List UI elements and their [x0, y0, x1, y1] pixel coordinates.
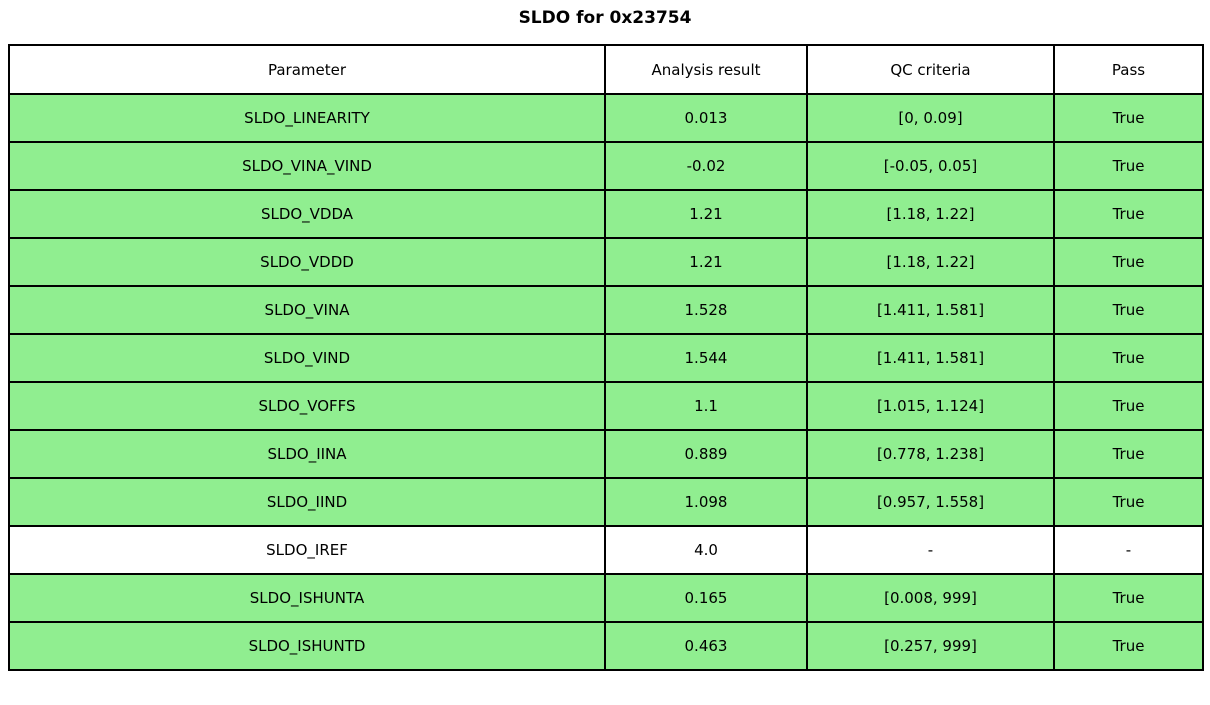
qc-criteria-cell: [0, 0.09]: [806, 93, 1055, 143]
table-row: SLDO_IINA 0.889 [0.778, 1.238] True: [8, 429, 1204, 479]
header-row: Parameter Analysis result QC criteria Pa…: [8, 44, 1204, 95]
table-body: SLDO_LINEARITY 0.013 [0, 0.09] True SLDO_VIN…: [8, 93, 1204, 671]
table-row: SLDO_ISHUNTA 0.165 [0.008, 999] True: [8, 573, 1204, 623]
analysis-result-cell: 0.889: [604, 429, 808, 479]
column-header-parameter: Parameter: [8, 44, 606, 95]
table-header: Parameter Analysis result QC criteria Pa…: [8, 44, 1204, 95]
parameter-cell: SLDO_ISHUNTA: [8, 573, 606, 623]
parameter-cell: SLDO_VINA: [8, 285, 606, 335]
parameter-cell: SLDO_LINEARITY: [8, 93, 606, 143]
table-row: SLDO_IREF 4.0- -: [8, 525, 1204, 575]
parameter-cell: SLDO_IINA: [8, 429, 606, 479]
table-row: SLDO_VINA_VIND -0.02 [-0.05, 0.05] True: [8, 141, 1204, 191]
pass-cell: True: [1053, 333, 1204, 383]
qc-results-table: Parameter Analysis result QC criteria Pa…: [8, 44, 1204, 671]
analysis-result-cell: -0.02: [604, 141, 808, 191]
analysis-result-cell: 1.098: [604, 477, 808, 527]
pass-cell: True: [1053, 285, 1204, 335]
parameter-cell: SLDO_VOFFS: [8, 381, 606, 431]
pass-cell: True: [1053, 573, 1204, 623]
analysis-result-cell: 1.21: [604, 237, 808, 287]
analysis-result-cell: 4.0: [604, 525, 808, 575]
table-row: SLDO_LINEARITY 0.013 [0, 0.09] True: [8, 93, 1204, 143]
qc-criteria-cell: [0.008, 999]: [806, 573, 1055, 623]
qc-criteria-cell: [1.411, 1.581]: [806, 333, 1055, 383]
qc-criteria-cell: [1.015, 1.124]: [806, 381, 1055, 431]
analysis-result-cell: 0.463: [604, 621, 808, 671]
qc-criteria-cell: [-0.05, 0.05]: [806, 141, 1055, 191]
analysis-result-cell: 1.528: [604, 285, 808, 335]
pass-cell: True: [1053, 477, 1204, 527]
pass-cell: True: [1053, 141, 1204, 191]
pass-cell: True: [1053, 621, 1204, 671]
analysis-result-cell: 1.21: [604, 189, 808, 239]
analysis-result-cell: 0.013: [604, 93, 808, 143]
table-row: SLDO_VOFFS 1.1 [1.015, 1.124] True: [8, 381, 1204, 431]
parameter-cell: SLDO_VIND: [8, 333, 606, 383]
qc-criteria-cell: [1.411, 1.581]: [806, 285, 1055, 335]
figure-title: SLDO for 0x23754: [518, 8, 692, 28]
pass-cell: True: [1053, 429, 1204, 479]
qc-criteria-cell: [0.778, 1.238]: [806, 429, 1055, 479]
parameter-cell: SLDO_VINA_VIND: [8, 141, 606, 191]
table-row: SLDO_VDDD 1.21 [1.18, 1.22] True: [8, 237, 1204, 287]
analysis-result-cell: 1.544: [604, 333, 808, 383]
pass-cell: True: [1053, 381, 1204, 431]
pass-cell: True: [1053, 237, 1204, 287]
analysis-result-cell: 1.1: [604, 381, 808, 431]
parameter-cell: SLDO_VDDD: [8, 237, 606, 287]
analysis-result-cell: 0.165: [604, 573, 808, 623]
parameter-cell: SLDO_IIND: [8, 477, 606, 527]
column-header-analysis-result: Analysis result: [604, 44, 808, 95]
qc-criteria-cell: [0.257, 999]: [806, 621, 1055, 671]
qc-criteria-cell: [1.18, 1.22]: [806, 189, 1055, 239]
parameter-cell: SLDO_VDDA: [8, 189, 606, 239]
pass-cell: True: [1053, 93, 1204, 143]
table-row: SLDO_VIND 1.544 [1.411, 1.581] True: [8, 333, 1204, 383]
table-row: SLDO_VDDA 1.21 [1.18, 1.22] True: [8, 189, 1204, 239]
pass-cell: True: [1053, 189, 1204, 239]
pass-cell: -: [1053, 525, 1204, 575]
column-header-qc-criteria: QC criteria: [806, 44, 1055, 95]
column-header-pass: Pass: [1053, 44, 1204, 95]
parameter-cell: SLDO_IREF: [8, 525, 606, 575]
qc-criteria-cell: [1.18, 1.22]: [806, 237, 1055, 287]
table-row: SLDO_ISHUNTD 0.463 [0.257, 999] True: [8, 621, 1204, 671]
qc-criteria-cell: [0.957, 1.558]: [806, 477, 1055, 527]
table-row: SLDO_VINA 1.528 [1.411, 1.581] True: [8, 285, 1204, 335]
parameter-cell: SLDO_ISHUNTD: [8, 621, 606, 671]
qc-criteria-cell: -: [806, 525, 1055, 575]
table-row: SLDO_IIND 1.098 [0.957, 1.558] True: [8, 477, 1204, 527]
